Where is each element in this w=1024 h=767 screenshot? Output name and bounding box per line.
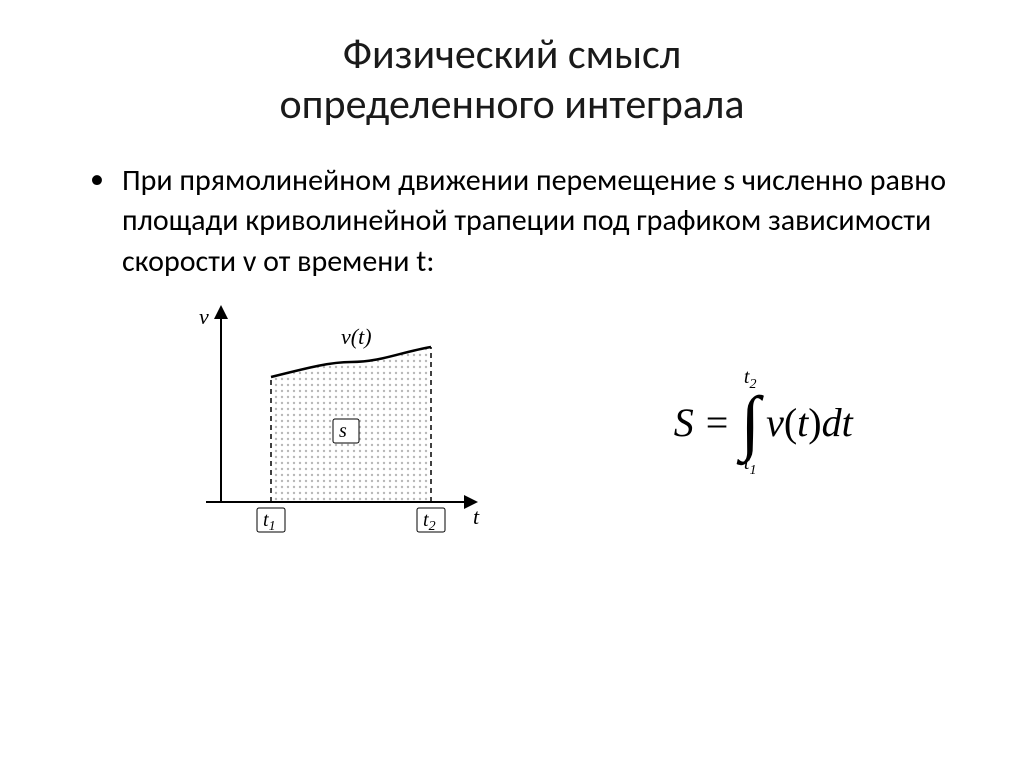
graph-svg: vtv(t)st1t2: [171, 292, 491, 552]
integral-symbol-group: t2 ∫ t1: [740, 367, 760, 478]
svg-text:t: t: [473, 504, 480, 529]
slide: Физический смысл определенного интеграла…: [0, 0, 1024, 767]
bullet-text: При прямолинейном движении перемещение s…: [122, 161, 964, 283]
integral-sign: ∫: [740, 390, 760, 455]
bullet-item: • При прямолинейном движении перемещение…: [60, 161, 964, 283]
title-line-2: определенного интеграла: [280, 79, 745, 130]
svg-text:v: v: [199, 304, 209, 329]
slide-title: Физический смысл определенного интеграла: [60, 30, 964, 131]
formula-lhs: S: [674, 399, 694, 446]
integrand: v(t)dt: [766, 399, 853, 446]
integral-formula: S = t2 ∫ t1 v(t)dt: [674, 367, 853, 478]
formula-equals: =: [706, 399, 729, 446]
velocity-time-graph: vtv(t)st1t2: [171, 292, 491, 552]
svg-text:s: s: [339, 420, 347, 442]
content-row: vtv(t)st1t2 S = t2 ∫ t1 v(t)dt: [60, 292, 964, 552]
title-line-1: Физический смысл: [343, 29, 682, 80]
bullet-marker: •: [90, 161, 104, 197]
integral-lower-limit: t1: [744, 453, 757, 478]
svg-text:v(t): v(t): [341, 324, 372, 349]
